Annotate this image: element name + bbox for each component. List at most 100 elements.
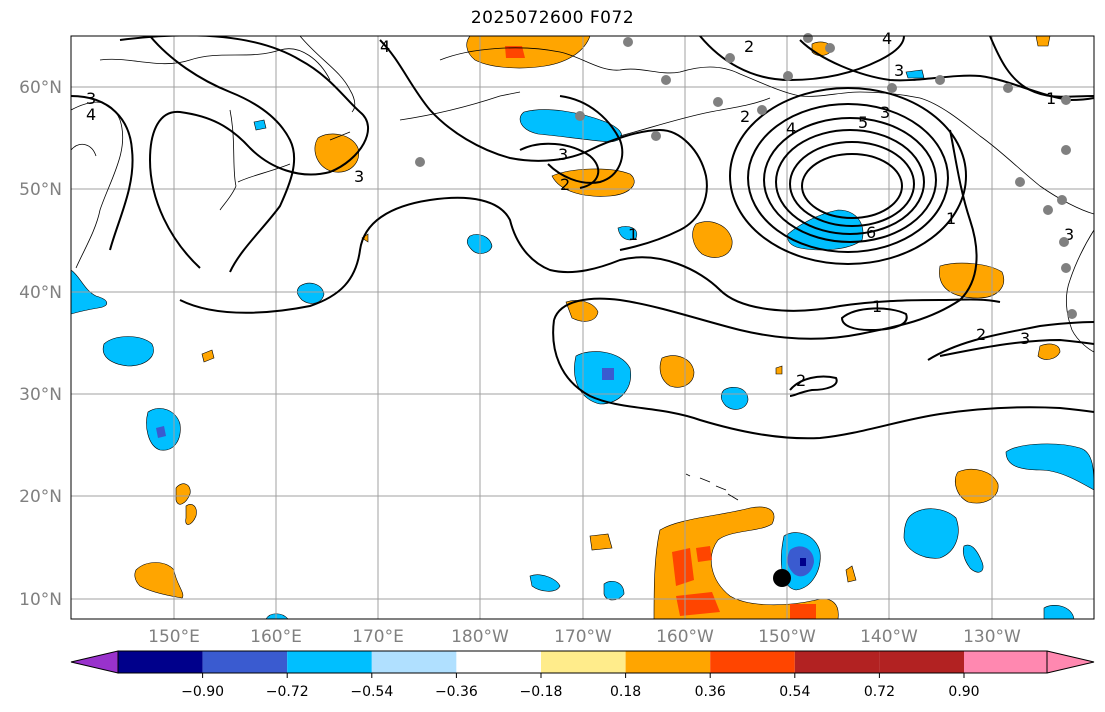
station-marker: [783, 71, 793, 81]
contour-line: [939, 338, 1094, 357]
colorbar-segment: [541, 651, 626, 673]
storm-center-marker: [773, 569, 791, 587]
strong-positive-anomaly: [672, 546, 816, 619]
stations: [415, 33, 1077, 319]
positive-anomaly: [134, 562, 184, 599]
contour-line: [789, 375, 838, 397]
contour-lines: [71, 36, 1094, 440]
colorbar-ticks: [202, 673, 965, 678]
map-frame: [70, 35, 1095, 620]
negative-anomaly: [962, 544, 984, 573]
positive-anomaly: [1035, 36, 1051, 47]
colorbar-tick-label: 0.54: [779, 684, 810, 700]
contour-label: 2: [560, 175, 570, 194]
colorbar: −0.90 −0.72 −0.54 −0.36 −0.18 0.18 0.36 …: [70, 650, 1095, 700]
contour-label: 1: [872, 297, 882, 316]
colorbar-tick-label: −0.72: [266, 684, 309, 700]
low-pressure-contour: [775, 129, 925, 235]
contour-label: 4: [882, 29, 892, 48]
colorbar-segment: [456, 651, 541, 673]
contour-label: 3: [1064, 225, 1074, 244]
colorbar-tick-label: 0.90: [948, 684, 979, 700]
hokkaido-coast: [71, 143, 97, 157]
contour-label: 4: [786, 119, 796, 138]
colorbar-tick-label: −0.18: [520, 684, 563, 700]
positive-anomaly: [653, 506, 839, 619]
colorbar-tick-label: 0.18: [610, 684, 641, 700]
contour-line: [179, 196, 1001, 314]
station-marker: [415, 157, 425, 167]
contour-line: [553, 129, 978, 340]
positive-anomaly: [589, 533, 613, 551]
lon-label: 170°E: [352, 627, 404, 647]
negative-anomaly: [102, 336, 154, 367]
negative-anomaly: [1043, 605, 1075, 619]
station-marker: [575, 111, 585, 121]
station-marker: [1043, 205, 1053, 215]
lat-label: 30°N: [19, 385, 62, 405]
colorbar-segment: [710, 651, 795, 673]
station-marker: [713, 97, 723, 107]
positive-anomaly: [314, 133, 360, 173]
station-marker: [1067, 309, 1077, 319]
low-pressure-contour: [789, 141, 915, 227]
asia-coastline: [71, 48, 331, 269]
colorbar-tick-label: −0.54: [350, 684, 393, 700]
station-marker: [1003, 83, 1013, 93]
alaska-peninsula: [619, 97, 771, 137]
lon-label: 170°W: [554, 627, 612, 647]
positive-anomaly: [201, 349, 215, 363]
positive-anomaly: [659, 355, 695, 388]
lat-label: 20°N: [19, 487, 62, 507]
station-marker: [1057, 195, 1067, 205]
contour-label: 3: [558, 145, 568, 164]
station-marker: [623, 37, 633, 47]
colorbar-segment: [202, 651, 288, 673]
colorbar-segment: [118, 651, 203, 673]
strongest-negative-anomaly: [800, 558, 806, 566]
contour-label: 1: [628, 225, 638, 244]
colorbar-tick-label: −0.36: [435, 684, 478, 700]
kamchatka-coastline: [299, 36, 356, 113]
negative-anomaly: [529, 574, 561, 592]
contour-label: 1: [946, 209, 956, 228]
lon-label: 140°W: [860, 627, 918, 647]
colorbar-segment: [287, 651, 372, 673]
contour-line: [989, 36, 1094, 98]
strong-negative-anomaly: [602, 368, 614, 380]
negative-anomaly: [787, 209, 864, 251]
contour-label: 3: [894, 61, 904, 80]
station-marker: [1015, 177, 1025, 187]
station-marker: [1059, 237, 1069, 247]
positive-anomaly: [845, 565, 857, 583]
contour-labels: 4 3 4 3 2 3 2 1 4 2 3 4 5 6 1 1 2 3 3 1 …: [86, 29, 1074, 390]
station-marker: [757, 105, 767, 115]
colorbar-tick-label: 0.36: [695, 684, 726, 700]
lon-label: 180°W: [451, 627, 509, 647]
contour-line: [519, 142, 600, 189]
station-marker: [1061, 95, 1071, 105]
contour-line: [927, 321, 1094, 361]
contour-line: [552, 319, 1094, 440]
latitude-labels: 60°N 50°N 40°N 30°N 20°N 10°N: [19, 78, 62, 610]
strong-negative-anomaly: [156, 426, 166, 438]
negative-anomaly: [253, 119, 267, 131]
contour-line: [379, 39, 708, 251]
contour-label: 2: [796, 371, 806, 390]
contour-label: 4: [380, 37, 390, 56]
positive-anomaly: [775, 365, 783, 375]
lon-label: 130°W: [963, 627, 1021, 647]
lon-label: 160°E: [250, 627, 302, 647]
positive-anomaly: [466, 36, 591, 69]
negative-anomaly: [720, 387, 749, 410]
lat-label: 10°N: [19, 590, 62, 610]
lon-label: 160°W: [656, 627, 714, 647]
lat-label: 50°N: [19, 180, 62, 200]
station-marker: [825, 43, 835, 53]
contour-line: [149, 36, 296, 273]
contour-label: 2: [744, 37, 754, 56]
contour-line: [547, 95, 624, 184]
alaska-coastline: [439, 47, 1094, 215]
lat-label: 60°N: [19, 78, 62, 98]
